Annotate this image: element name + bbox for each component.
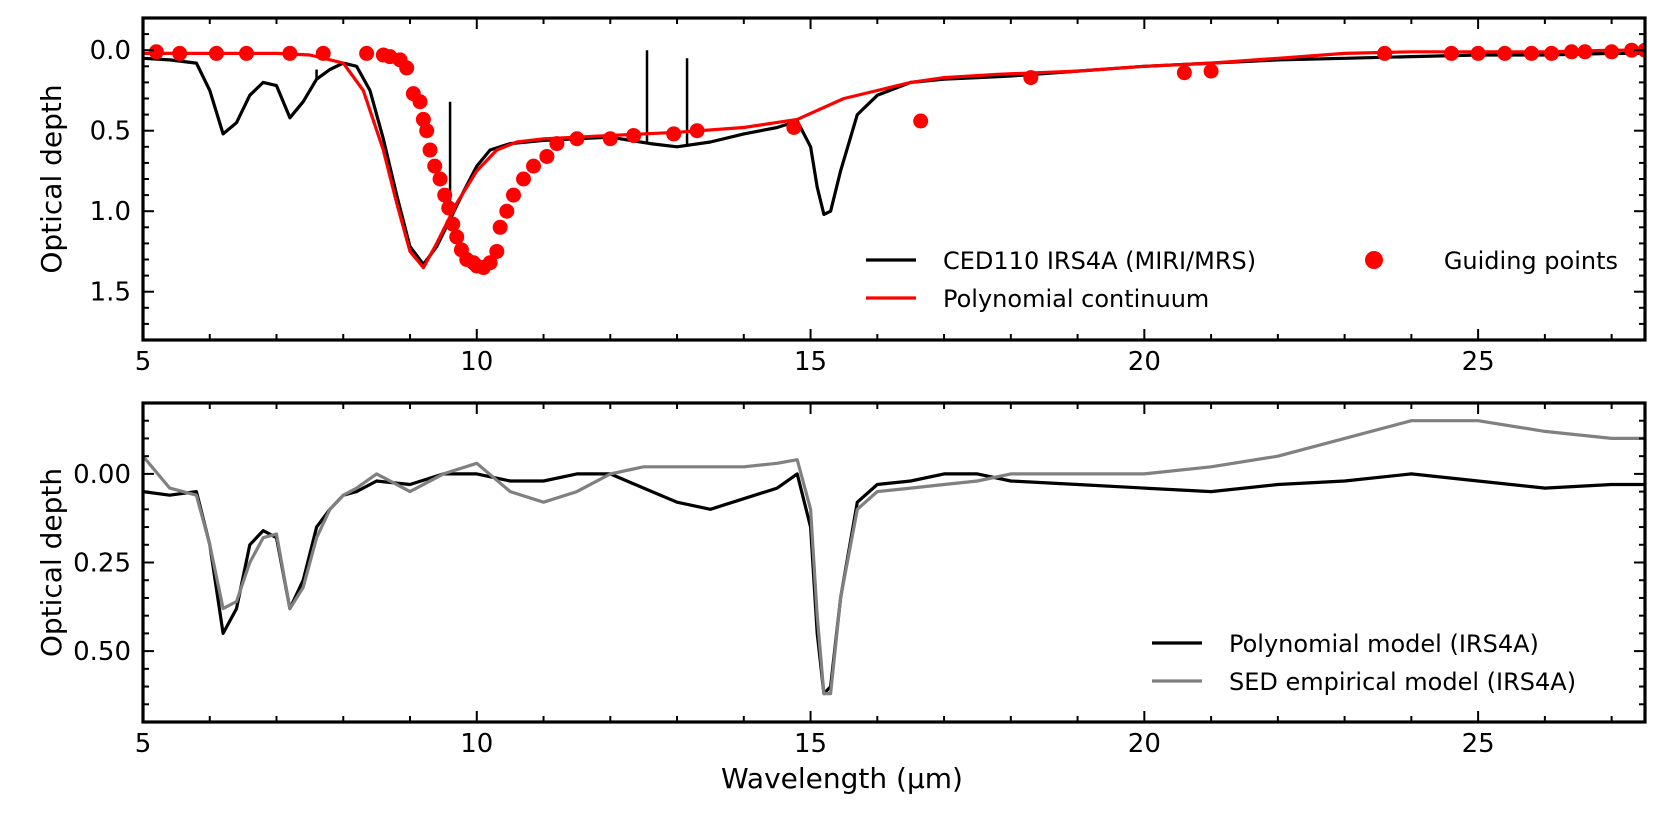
x-axis: 5 10 15 20 25 xyxy=(135,18,1613,377)
guiding-point xyxy=(172,45,188,61)
guiding-point xyxy=(441,200,457,216)
x-tick-label: 5 xyxy=(135,729,152,759)
guiding-point xyxy=(786,119,802,135)
guiding-point xyxy=(1470,45,1486,61)
series-layer xyxy=(143,419,1645,696)
series-line-polynomial-model-irs4a- xyxy=(143,472,1645,696)
guiding-point xyxy=(148,44,164,60)
guiding-point xyxy=(602,131,618,147)
x-tick-label: 25 xyxy=(1462,729,1495,759)
guiding-point xyxy=(1564,44,1580,60)
guiding-point xyxy=(315,45,331,61)
guiding-point xyxy=(1377,45,1393,61)
guiding-point xyxy=(1524,45,1540,61)
guiding-point xyxy=(445,216,461,232)
y-axis-label: Optical depth xyxy=(35,468,68,657)
guiding-point xyxy=(437,187,453,203)
x-tick-label: 15 xyxy=(794,729,827,759)
top-panel: 5 10 15 20 25 0.0 0.5 1.0 1.5 Optical depth CED110… xyxy=(35,16,1647,377)
guiding-point xyxy=(549,136,565,152)
x-tick-label: 20 xyxy=(1128,729,1161,759)
legend-label: Guiding points xyxy=(1444,247,1618,275)
x-tick-label: 10 xyxy=(460,729,493,759)
series-layer xyxy=(143,42,1645,276)
guiding-point xyxy=(1577,44,1593,60)
x-tick-label: 5 xyxy=(135,347,152,377)
guiding-point xyxy=(1443,45,1459,61)
legend-label: Polynomial continuum xyxy=(943,285,1209,313)
legend: Polynomial model (IRS4A) SED empirical mo… xyxy=(1152,630,1576,696)
guiding-point xyxy=(482,255,498,271)
guiding-point xyxy=(689,123,705,139)
guiding-point xyxy=(539,148,555,164)
guiding-point xyxy=(238,45,254,61)
guiding-point xyxy=(1176,65,1192,81)
guiding-point xyxy=(415,111,431,127)
axes-frame xyxy=(141,16,1647,342)
y-tick-label: 1.5 xyxy=(90,278,131,308)
guiding-point xyxy=(419,123,435,139)
guiding-point xyxy=(505,187,521,203)
guiding-point xyxy=(1624,42,1640,58)
y-tick-label: 0.50 xyxy=(73,637,131,667)
legend-label: SED empirical model (IRS4A) xyxy=(1229,668,1576,696)
legend-label: Polynomial model (IRS4A) xyxy=(1229,630,1539,658)
guiding-point xyxy=(208,45,224,61)
guiding-point xyxy=(422,142,438,158)
guiding-point xyxy=(1023,70,1039,86)
y-axis-label: Optical depth xyxy=(35,84,68,273)
guiding-point xyxy=(569,131,585,147)
plot-area xyxy=(141,16,1647,342)
y-tick-label: 0.25 xyxy=(73,549,131,579)
x-tick-label: 25 xyxy=(1462,347,1495,377)
x-axis-label: Wavelength (μm) xyxy=(721,762,963,795)
guiding-point xyxy=(449,229,465,245)
x-tick-label: 15 xyxy=(794,347,827,377)
series-line-sed-empirical-model-irs4a- xyxy=(143,419,1645,696)
guiding-point xyxy=(499,203,515,219)
x-tick-label: 20 xyxy=(1128,347,1161,377)
guiding-point xyxy=(626,128,642,144)
guiding-point xyxy=(399,60,415,76)
guiding-point xyxy=(432,171,448,187)
y-tick-label: 0.0 xyxy=(90,36,131,66)
guiding-point xyxy=(516,171,532,187)
guiding-point xyxy=(489,243,505,259)
y-axis: 0.0 0.5 1.0 1.5 xyxy=(90,17,1645,341)
guiding-point xyxy=(526,158,542,174)
x-tick-label: 10 xyxy=(460,347,493,377)
guiding-point xyxy=(412,94,428,110)
x-axis: 5 10 15 20 25 xyxy=(135,403,1613,759)
legend: CED110 IRS4A (MIRI/MRS) Polynomial contin… xyxy=(866,247,1618,313)
guiding-point xyxy=(427,158,443,174)
guiding-point xyxy=(1544,45,1560,61)
legend-label: CED110 IRS4A (MIRI/MRS) xyxy=(943,247,1256,275)
series-line-polynomial-continuum xyxy=(143,48,1645,270)
legend-swatch xyxy=(1365,251,1383,269)
y-tick-label: 1.0 xyxy=(90,197,131,227)
guiding-point xyxy=(359,45,375,61)
guiding-point xyxy=(1604,44,1620,60)
guiding-point xyxy=(492,219,508,235)
guiding-point xyxy=(282,45,298,61)
guiding-point xyxy=(913,113,929,129)
y-tick-label: 0.5 xyxy=(90,117,131,147)
y-tick-label: 0.00 xyxy=(73,460,131,490)
guiding-point xyxy=(1203,63,1219,79)
guiding-point xyxy=(1497,45,1513,61)
y-axis: 0.00 0.25 0.50 xyxy=(73,402,1645,723)
guiding-point xyxy=(666,126,682,142)
